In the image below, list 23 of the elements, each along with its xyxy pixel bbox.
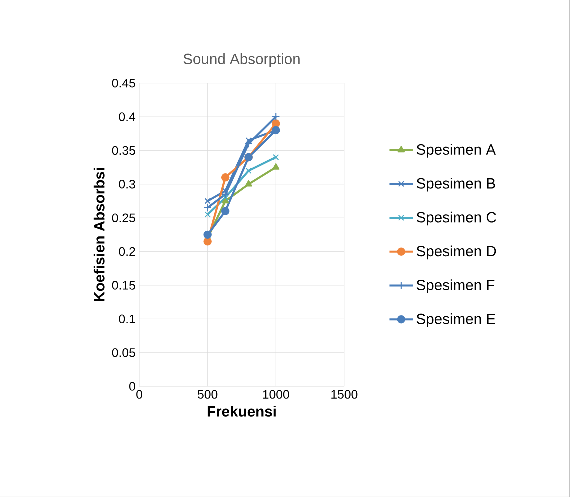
y-tick-label: 0.05 bbox=[112, 348, 136, 358]
legend-label: Spesimen D bbox=[416, 246, 496, 260]
x-axis-title: Frekuensi bbox=[208, 406, 276, 417]
x-tick-label: 1000 bbox=[263, 390, 290, 399]
y-tick-label: 0.45 bbox=[112, 78, 136, 88]
y-tick-label: 0.25 bbox=[112, 214, 136, 222]
y-tick-label: 0.4 bbox=[119, 112, 136, 122]
legend-label: Spesimen F bbox=[416, 279, 495, 294]
x-tick-label: 500 bbox=[198, 390, 218, 399]
y-tick-label: 0.2 bbox=[119, 247, 136, 256]
x-tick-label: 0 bbox=[136, 390, 142, 399]
legend-label: Spesimen A bbox=[416, 144, 496, 158]
y-tick-label: 0.3 bbox=[119, 180, 136, 189]
y-tick-label: 0.1 bbox=[119, 314, 136, 324]
legend-label: Spesimen B bbox=[416, 178, 496, 192]
x-tick-label: 1500 bbox=[332, 390, 358, 399]
y-axis-title: Koefisien Absorbsi bbox=[94, 168, 105, 302]
y-tick-label: 0.35 bbox=[112, 146, 136, 155]
y-tick-label: 0 bbox=[130, 382, 136, 391]
y-tick-label: 0.15 bbox=[112, 280, 136, 290]
legend-label: Spesimen C bbox=[416, 212, 496, 226]
chart-title: Sound Absorption bbox=[184, 53, 300, 68]
legend-label: Spesimen E bbox=[416, 313, 496, 328]
